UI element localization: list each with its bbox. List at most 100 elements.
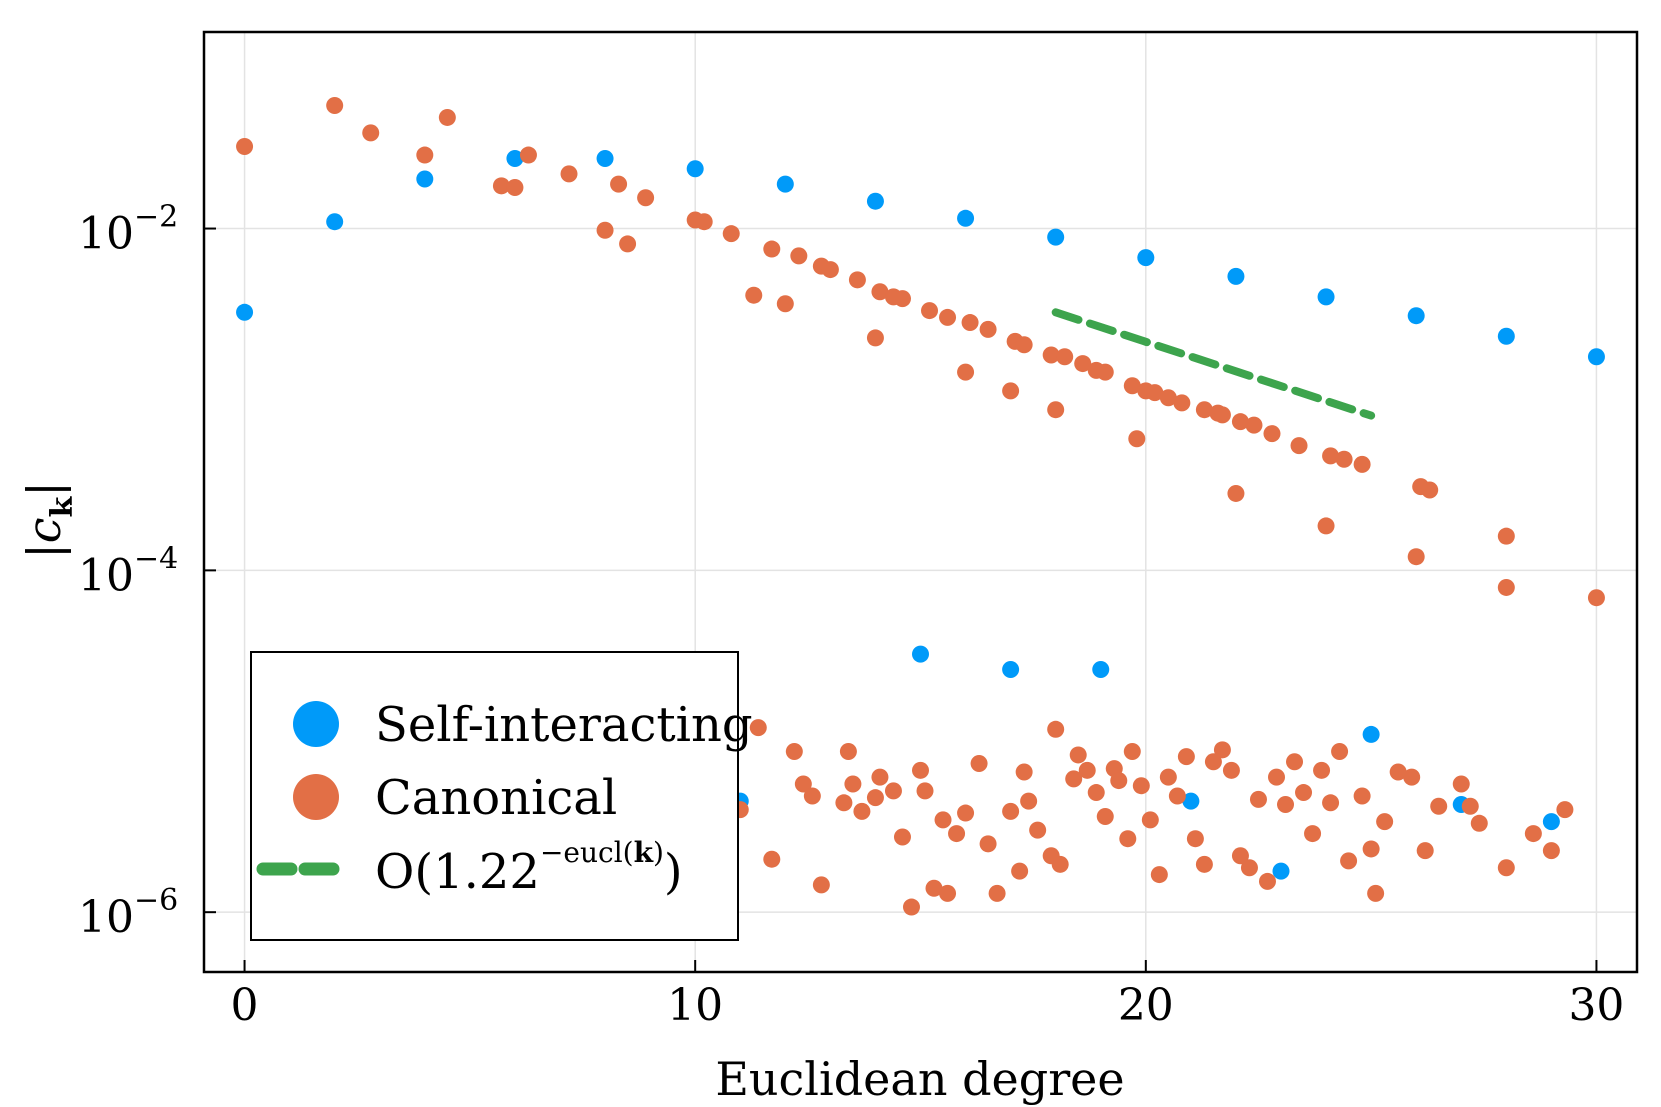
point-canonical [763, 240, 781, 258]
point-canonical [961, 314, 979, 332]
point-self-interacting [416, 170, 434, 188]
point-canonical [1047, 401, 1065, 419]
point-canonical-noise-floor [1240, 859, 1258, 877]
point-canonical-noise-floor [1277, 796, 1295, 814]
point-canonical-noise-floor [1159, 768, 1177, 786]
point-canonical [610, 175, 628, 193]
point-self-interacting [1092, 660, 1110, 678]
point-canonical [1407, 548, 1425, 566]
point-canonical [1335, 450, 1353, 468]
point-canonical [1245, 416, 1263, 434]
point-canonical-noise-floor [835, 794, 853, 812]
legend-rate-sup-bold: k [634, 836, 654, 869]
point-canonical [821, 261, 839, 279]
point-canonical-noise-floor [1096, 807, 1114, 825]
point-canonical [1074, 355, 1092, 373]
point-canonical [560, 165, 578, 183]
point-canonical [1322, 447, 1340, 465]
point-canonical-noise-floor [749, 719, 767, 737]
point-canonical [1042, 346, 1060, 364]
point-canonical-noise-floor [1132, 777, 1150, 795]
point-canonical-noise-floor [1267, 768, 1285, 786]
point-canonical-noise-floor [1150, 866, 1168, 884]
point-canonical-noise-floor [1295, 784, 1313, 802]
point-canonical-noise-floor [844, 775, 862, 793]
point-canonical-noise-floor [1304, 825, 1322, 843]
point-canonical [1353, 455, 1371, 473]
point-canonical-noise-floor [1403, 768, 1421, 786]
legend-rate-prefix: O(1.22 [375, 844, 540, 900]
point-canonical-noise-floor [979, 835, 997, 853]
point-canonical-noise-floor [1123, 743, 1141, 761]
point-canonical [1195, 401, 1213, 419]
point-canonical [519, 146, 537, 164]
point-canonical [848, 271, 866, 289]
point-canonical-noise-floor [1331, 743, 1349, 761]
point-canonical-noise-floor [1119, 830, 1137, 848]
point-canonical-noise-floor [893, 828, 911, 846]
x-tick-label: 20 [1118, 980, 1174, 1031]
point-canonical-noise-floor [1168, 787, 1186, 805]
y-axis-ticks: 10−2 10−4 10−6 [78, 200, 216, 943]
point-canonical [921, 302, 939, 320]
point-canonical-noise-floor [1110, 772, 1128, 790]
point-self-interacting [957, 209, 975, 227]
point-canonical-noise-floor [902, 898, 920, 916]
y-tick-label: 10−4 [78, 541, 178, 601]
y-tick-label: 10−6 [78, 883, 178, 943]
legend-marker-self-interacting [293, 701, 339, 747]
x-axis-title: Euclidean degree [715, 1052, 1124, 1106]
point-canonical-noise-floor [1047, 720, 1065, 738]
point-canonical [506, 179, 524, 197]
point-canonical [1290, 437, 1308, 455]
point-canonical [790, 247, 808, 265]
point-canonical [695, 213, 713, 231]
legend-label-rate: O(1.22−eucl(k)) [375, 836, 683, 900]
point-canonical-noise-floor [1362, 840, 1380, 858]
point-canonical-noise-floor [853, 802, 871, 820]
y-axis-title: |ck| [17, 481, 80, 559]
point-canonical-noise-floor [763, 850, 781, 868]
point-canonical-noise-floor [1015, 763, 1033, 781]
point-canonical-noise-floor [1087, 784, 1105, 802]
point-canonical-noise-floor [1470, 814, 1488, 832]
point-canonical-noise-floor [934, 811, 952, 829]
point-canonical-noise-floor [1322, 794, 1340, 812]
legend-rate-sup-close: ) [653, 836, 664, 869]
point-self-interacting [596, 149, 614, 167]
x-axis-ticks: 0 10 20 30 [231, 960, 1624, 1031]
point-self-interacting [1182, 792, 1200, 810]
point-canonical-noise-floor [1376, 813, 1394, 831]
point-canonical [1497, 578, 1515, 596]
point-canonical [1227, 484, 1245, 502]
point-canonical-noise-floor [1065, 770, 1083, 788]
point-canonical-noise-floor [1258, 872, 1276, 890]
x-tick-label: 0 [231, 980, 259, 1031]
point-canonical-noise-floor [803, 787, 821, 805]
point-canonical-noise-floor [1556, 801, 1574, 819]
point-canonical-noise-floor [1020, 792, 1038, 810]
point-canonical [979, 320, 997, 338]
point-canonical-noise-floor [1340, 852, 1358, 870]
point-canonical [1231, 413, 1249, 431]
point-canonical-noise-floor [839, 743, 857, 761]
point-canonical [722, 225, 740, 243]
point-canonical-noise-floor [871, 768, 889, 786]
point-self-interacting [1497, 327, 1515, 345]
point-canonical-noise-floor [957, 804, 975, 822]
point-canonical [1587, 589, 1605, 607]
legend-label-self-interacting: Self-interacting [375, 697, 753, 753]
point-self-interacting [866, 192, 884, 210]
x-tick-label: 30 [1568, 980, 1624, 1031]
point-self-interacting [686, 160, 704, 178]
point-canonical [1421, 481, 1439, 499]
point-self-interacting [1542, 813, 1560, 831]
point-canonical-noise-floor [1141, 811, 1159, 829]
point-canonical-noise-floor [970, 754, 988, 772]
legend-marker-canonical [293, 774, 339, 820]
point-self-interacting [1137, 249, 1155, 267]
point-canonical-noise-floor [812, 876, 830, 894]
point-canonical [596, 221, 614, 239]
point-canonical-noise-floor [1524, 825, 1542, 843]
point-canonical-noise-floor [1011, 862, 1029, 880]
